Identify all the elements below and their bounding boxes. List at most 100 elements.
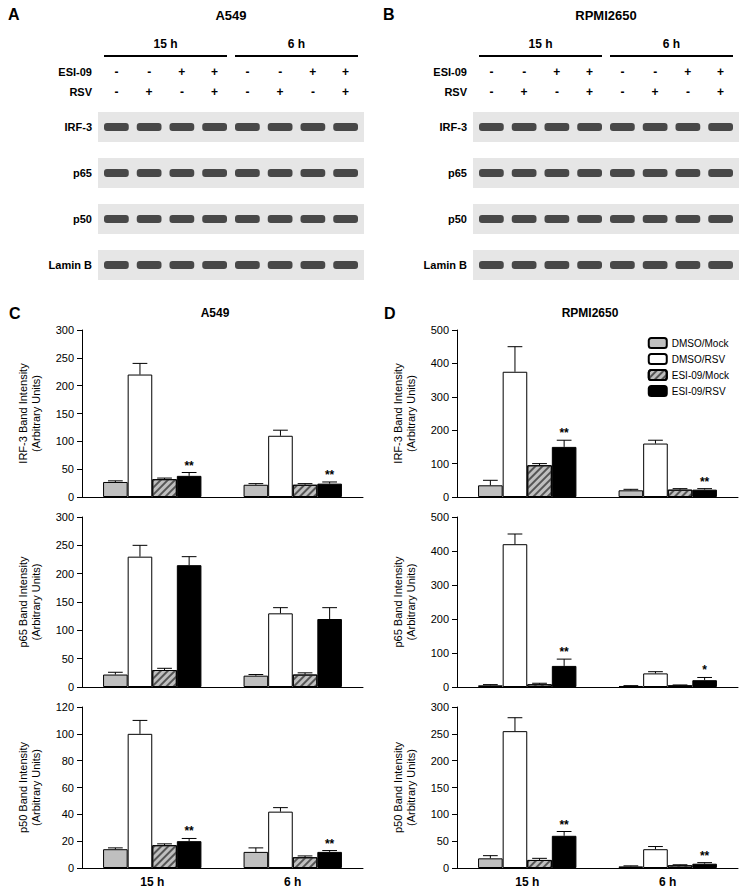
svg-text:(Arbitrary Units): (Arbitrary Units): [405, 375, 417, 452]
svg-text:-: -: [278, 65, 282, 79]
svg-text:200: 200: [431, 755, 449, 767]
svg-text:RPMI2650: RPMI2650: [575, 8, 636, 23]
svg-text:+: +: [211, 65, 218, 79]
svg-text:-: -: [620, 65, 624, 79]
svg-text:ESI-09/Mock: ESI-09/Mock: [672, 370, 730, 381]
svg-text:p65 Band Intensity: p65 Band Intensity: [392, 556, 404, 648]
svg-text:ESI-09/RSV: ESI-09/RSV: [672, 386, 726, 397]
svg-text:250: 250: [56, 539, 74, 551]
svg-text:200: 200: [56, 568, 74, 580]
svg-text:-: -: [311, 85, 315, 99]
svg-text:+: +: [277, 85, 284, 99]
svg-text:6 h: 6 h: [284, 875, 301, 889]
svg-text:p50: p50: [73, 213, 92, 225]
svg-text:150: 150: [431, 782, 449, 794]
svg-text:120: 120: [56, 701, 74, 713]
svg-text:RSV: RSV: [69, 86, 92, 98]
svg-text:200: 200: [431, 424, 449, 436]
svg-text:100: 100: [56, 624, 74, 636]
svg-text:**: **: [325, 837, 335, 851]
svg-text:A: A: [8, 6, 20, 23]
svg-text:-: -: [686, 85, 690, 99]
svg-text:-: -: [147, 65, 151, 79]
svg-text:-: -: [653, 65, 657, 79]
svg-text:(Arbitrary Units): (Arbitrary Units): [405, 749, 417, 826]
svg-text:-: -: [489, 65, 493, 79]
svg-text:100: 100: [56, 435, 74, 447]
svg-text:Lamin B: Lamin B: [424, 259, 467, 271]
svg-text:150: 150: [56, 596, 74, 608]
svg-text:-: -: [114, 65, 118, 79]
svg-text:300: 300: [431, 701, 449, 713]
svg-text:(Arbitrary Units): (Arbitrary Units): [30, 749, 42, 826]
svg-text:+: +: [684, 65, 691, 79]
svg-text:400: 400: [431, 357, 449, 369]
svg-text:+: +: [717, 65, 724, 79]
svg-text:6 h: 6 h: [288, 37, 305, 51]
svg-text:IRF-3: IRF-3: [440, 121, 468, 133]
svg-text:RSV: RSV: [444, 86, 467, 98]
svg-text:200: 200: [431, 613, 449, 625]
svg-text:-: -: [555, 85, 559, 99]
svg-text:-: -: [245, 65, 249, 79]
svg-text:100: 100: [56, 728, 74, 740]
svg-text:300: 300: [56, 324, 74, 336]
svg-text:-: -: [489, 85, 493, 99]
svg-text:ESI-09: ESI-09: [58, 66, 92, 78]
svg-text:300: 300: [56, 511, 74, 523]
svg-text:DMSO/RSV: DMSO/RSV: [672, 354, 726, 365]
svg-text:A549: A549: [201, 306, 230, 320]
svg-text:100: 100: [431, 647, 449, 659]
svg-text:0: 0: [68, 862, 74, 874]
svg-text:400: 400: [431, 545, 449, 557]
svg-text:**: **: [700, 475, 710, 489]
svg-text:RPMI2650: RPMI2650: [562, 306, 619, 320]
svg-text:**: **: [184, 824, 194, 838]
svg-text:+: +: [146, 85, 153, 99]
svg-text:**: **: [184, 459, 194, 473]
svg-text:250: 250: [56, 352, 74, 364]
svg-text:p65: p65: [448, 167, 467, 179]
svg-text:+: +: [342, 65, 349, 79]
svg-text:**: **: [559, 645, 569, 659]
svg-text:-: -: [245, 85, 249, 99]
svg-text:+: +: [717, 85, 724, 99]
svg-text:**: **: [700, 849, 710, 863]
svg-text:200: 200: [56, 380, 74, 392]
svg-text:500: 500: [431, 511, 449, 523]
svg-text:150: 150: [56, 408, 74, 420]
svg-text:IRF-3 Band Intensity: IRF-3 Band Intensity: [17, 363, 29, 464]
svg-text:p50 Band Intensity: p50 Band Intensity: [17, 741, 29, 833]
svg-text:**: **: [325, 468, 335, 482]
svg-text:p65: p65: [73, 167, 92, 179]
svg-text:-: -: [620, 85, 624, 99]
svg-text:+: +: [586, 65, 593, 79]
svg-text:Lamin B: Lamin B: [49, 259, 92, 271]
svg-text:ESI-09: ESI-09: [433, 66, 467, 78]
svg-text:**: **: [559, 818, 569, 832]
svg-text:0: 0: [443, 681, 449, 693]
svg-text:D: D: [384, 305, 396, 322]
svg-text:+: +: [342, 85, 349, 99]
svg-text:0: 0: [68, 681, 74, 693]
svg-text:300: 300: [431, 579, 449, 591]
svg-text:p65 Band Intensity: p65 Band Intensity: [17, 556, 29, 648]
svg-text:(Arbitrary Units): (Arbitrary Units): [30, 563, 42, 640]
svg-text:-: -: [180, 85, 184, 99]
svg-text:+: +: [211, 85, 218, 99]
svg-text:6 h: 6 h: [663, 37, 680, 51]
svg-text:+: +: [521, 85, 528, 99]
svg-text:300: 300: [431, 391, 449, 403]
svg-text:100: 100: [431, 458, 449, 470]
svg-text:15 h: 15 h: [140, 875, 164, 889]
svg-text:100: 100: [431, 808, 449, 820]
svg-text:A549: A549: [215, 8, 246, 23]
svg-text:-: -: [522, 65, 526, 79]
svg-text:-: -: [114, 85, 118, 99]
svg-text:15 h: 15 h: [153, 37, 177, 51]
svg-text:**: **: [559, 426, 569, 440]
svg-text:(Arbitrary Units): (Arbitrary Units): [405, 563, 417, 640]
svg-text:40: 40: [62, 808, 74, 820]
svg-text:15 h: 15 h: [528, 37, 552, 51]
svg-text:+: +: [178, 65, 185, 79]
